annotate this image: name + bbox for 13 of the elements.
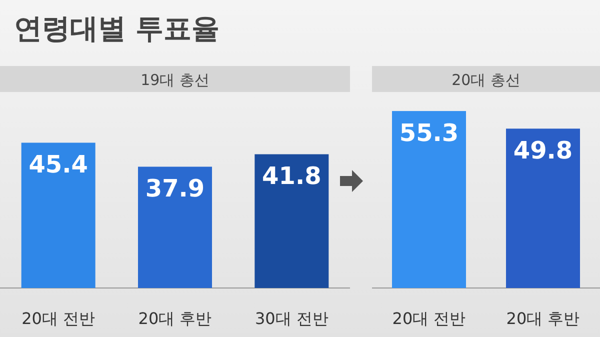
- chart-title: 19대 총선: [140, 71, 210, 89]
- data-label: 49.8: [513, 136, 573, 165]
- x-tick-label: 20대 후반: [506, 309, 580, 328]
- text: 연령대별 투표율: [14, 12, 220, 45]
- x-tick-label: 20대 후반: [138, 309, 212, 328]
- chart-title: 20대 총선: [452, 71, 520, 89]
- data-label: 45.4: [28, 150, 88, 179]
- data-label: 37.9: [145, 174, 205, 203]
- x-tick-label: 30대 전반: [254, 309, 328, 328]
- data-label: 41.8: [262, 162, 322, 190]
- data-label: 55.3: [399, 119, 459, 148]
- x-tick-label: 20대 전반: [392, 309, 466, 328]
- x-tick-label: 20대 전반: [22, 309, 96, 328]
